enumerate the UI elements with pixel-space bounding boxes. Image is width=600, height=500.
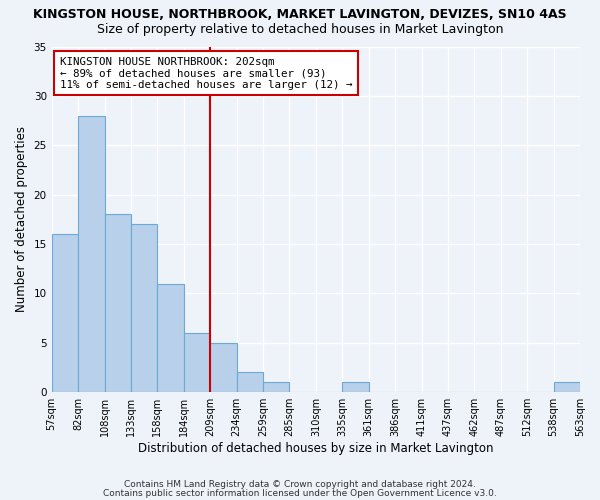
Bar <box>52 234 78 392</box>
Text: KINGSTON HOUSE, NORTHBROOK, MARKET LAVINGTON, DEVIZES, SN10 4AS: KINGSTON HOUSE, NORTHBROOK, MARKET LAVIN… <box>33 8 567 20</box>
Text: Contains public sector information licensed under the Open Government Licence v3: Contains public sector information licen… <box>103 488 497 498</box>
Bar <box>78 116 104 392</box>
Text: Contains HM Land Registry data © Crown copyright and database right 2024.: Contains HM Land Registry data © Crown c… <box>124 480 476 489</box>
Bar <box>210 343 236 392</box>
Text: KINGSTON HOUSE NORTHBROOK: 202sqm
← 89% of detached houses are smaller (93)
11% : KINGSTON HOUSE NORTHBROOK: 202sqm ← 89% … <box>59 57 352 90</box>
Bar <box>184 333 210 392</box>
Bar <box>236 372 263 392</box>
Bar <box>342 382 368 392</box>
Text: Size of property relative to detached houses in Market Lavington: Size of property relative to detached ho… <box>97 22 503 36</box>
Bar <box>554 382 580 392</box>
Y-axis label: Number of detached properties: Number of detached properties <box>15 126 28 312</box>
X-axis label: Distribution of detached houses by size in Market Lavington: Distribution of detached houses by size … <box>138 442 494 455</box>
Bar <box>104 214 131 392</box>
Bar <box>263 382 289 392</box>
Bar <box>157 284 184 392</box>
Bar <box>131 224 157 392</box>
